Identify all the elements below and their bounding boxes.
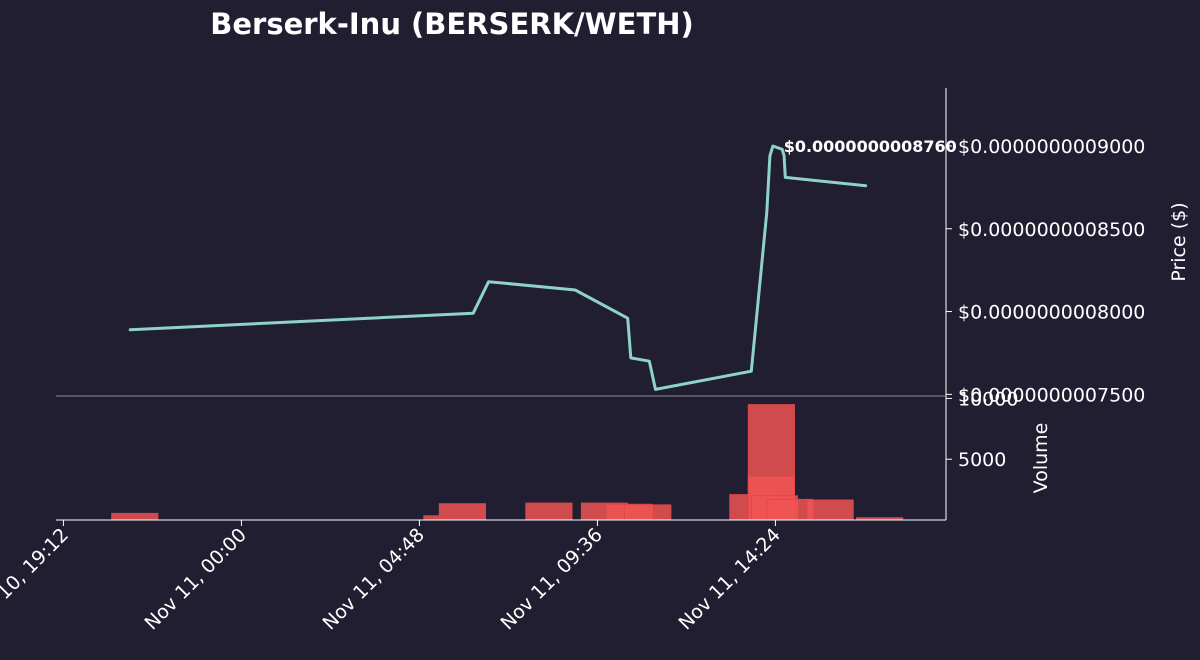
volume-axis-label: Volume [1030,423,1052,494]
price-axis-label: Price ($) [1168,202,1190,281]
volume-bar [806,499,854,521]
price-y-tick-label: $0.0000000008000 [958,302,1145,324]
price-panel: $0.0000000007500 $0.0000000008000 $0.00000… [128,88,1190,406]
chart-title: Berserk-Inu (BERSERK/WETH) [210,7,694,41]
x-tick-label: Nov 11, 04:48 [319,524,429,634]
volume-y-tick-label: 5000 [958,449,1006,471]
volume-bar [525,502,573,521]
price-line [128,144,868,391]
price-y-tick-label: $0.0000000008500 [958,219,1145,241]
volume-bar [438,503,487,521]
x-tick-label: Nov 11, 00:00 [141,524,251,634]
price-y-tick-label: $0.0000000009000 [958,136,1145,158]
x-tick-label: Nov 11, 14:24 [675,524,785,634]
volume-panel: 5000 10000 Volume [56,388,1052,521]
volume-bar [766,498,814,521]
price-y-tick-label: $0.0000000007500 [958,384,1145,406]
volume-y-ticks: 5000 10000 [946,388,1018,471]
x-axis-ticks: Nov 10, 19:12 Nov 11, 00:00 Nov 11, 04:48 N… [0,520,785,634]
volume-y-tick-label: 10000 [958,388,1018,410]
x-tick-label: Nov 10, 19:12 [0,524,73,634]
volume-bar [624,504,672,521]
price-y-ticks: $0.0000000007500 $0.0000000008000 $0.00000… [946,136,1145,406]
volume-bar [111,512,159,521]
volume-bar [423,515,440,521]
last-price-label: $0.0000000008760 [784,137,957,156]
x-tick-label: Nov 11, 09:36 [497,524,607,634]
volume-bars [111,404,904,521]
